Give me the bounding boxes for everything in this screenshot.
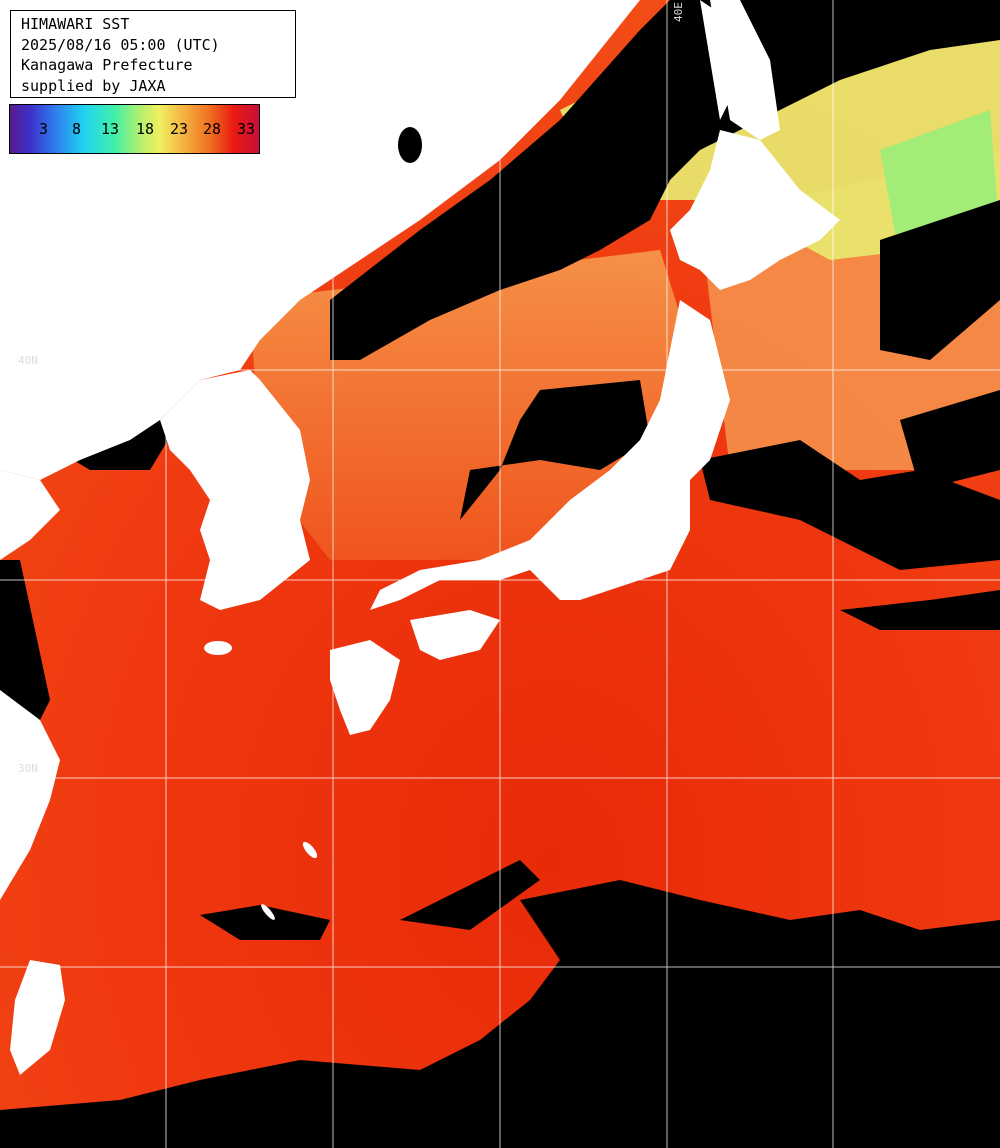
kyushu: [330, 640, 400, 735]
map-datetime: 2025/08/16 05:00 (UTC): [21, 35, 220, 54]
scale-label-28: 28: [203, 120, 222, 138]
scale-label-18: 18: [136, 120, 155, 138]
korean-peninsula: [160, 370, 310, 610]
latitude-label-30n: 30N: [18, 762, 38, 775]
map-title: HIMAWARI SST: [21, 15, 130, 33]
map-region: Kanagawa Prefecture: [21, 56, 193, 74]
scale-label-3: 3: [39, 120, 49, 138]
map-info-box: HIMAWARI SST 2025/08/16 05:00 (UTC) Kana…: [10, 10, 296, 98]
shikoku: [410, 610, 500, 660]
ullung-island: [398, 127, 422, 163]
temperature-color-scale: 3 8 13 18 23 28 33: [9, 104, 260, 154]
china-east-coast: [0, 470, 60, 560]
taiwan: [10, 960, 65, 1075]
scale-label-23: 23: [170, 120, 189, 138]
map-credit: supplied by JAXA: [21, 76, 166, 95]
honshu: [370, 300, 730, 610]
sakhalin: [700, 0, 740, 120]
china-south-coast: [0, 690, 60, 900]
scale-label-8: 8: [72, 120, 82, 138]
latitude-label-40n: 40N: [18, 354, 38, 367]
scale-label-33: 33: [237, 120, 256, 138]
scale-label-13: 13: [101, 120, 120, 138]
jeju-island: [204, 641, 232, 655]
hokkaido: [670, 130, 840, 290]
longitude-label: 40E: [672, 2, 685, 22]
